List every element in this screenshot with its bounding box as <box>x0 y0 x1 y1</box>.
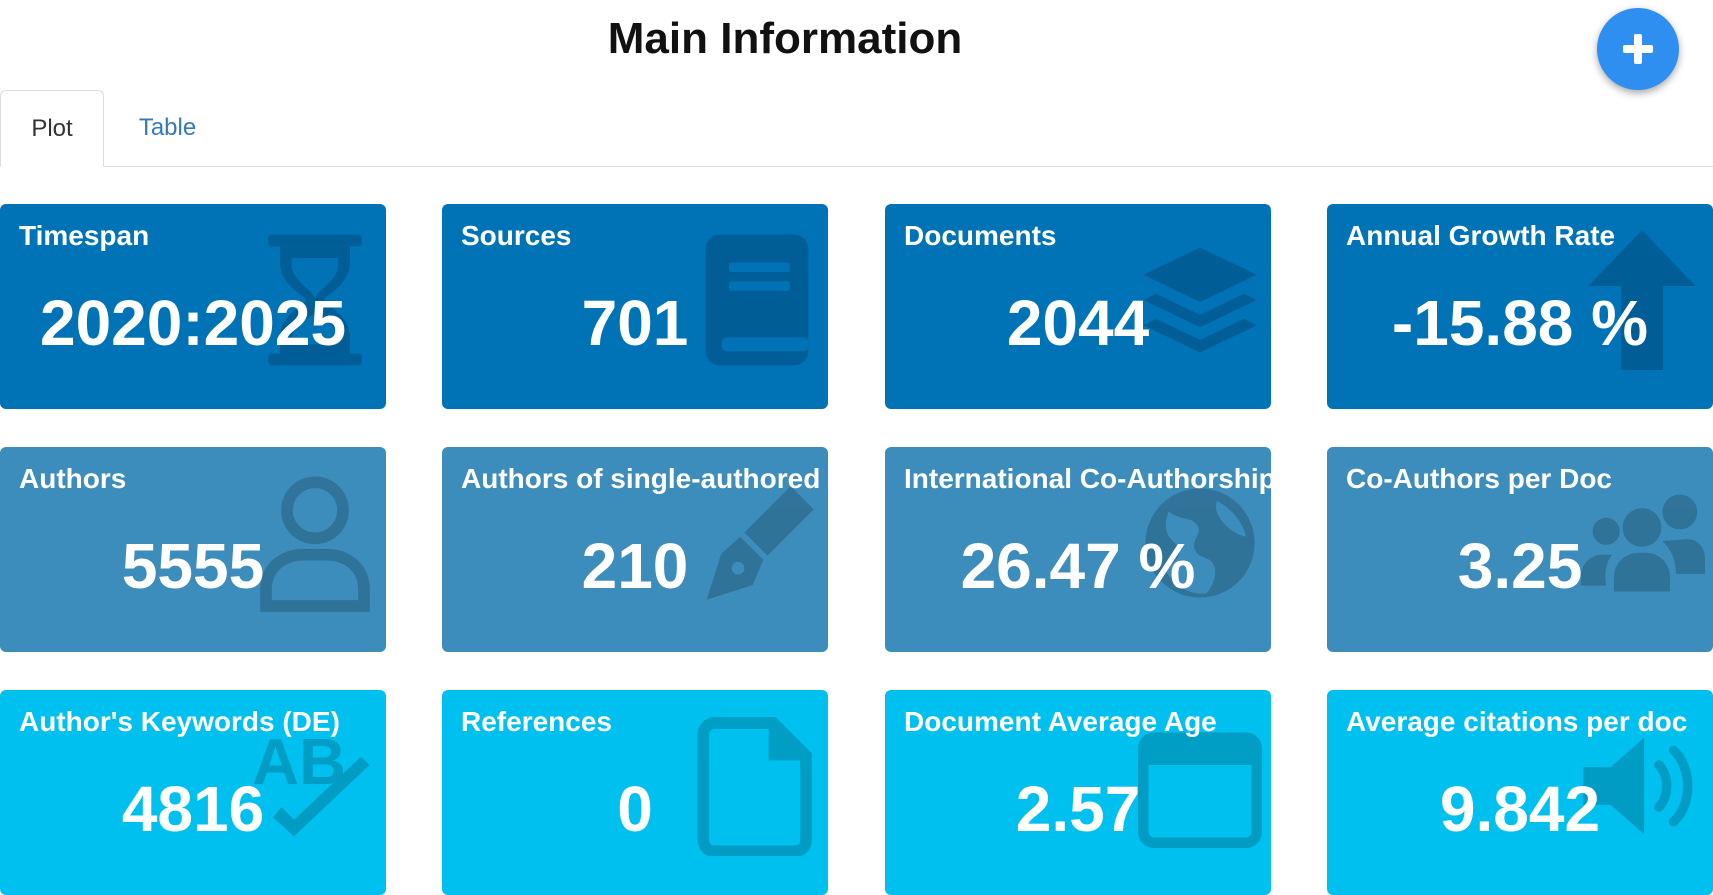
info-box-value: 0 <box>617 773 653 845</box>
info-box-author-keywords: AB Author's Keywords (DE) 4816 <box>0 690 386 895</box>
info-box-authors: Authors 5555 <box>0 447 386 652</box>
info-box-value: -15.88 % <box>1391 287 1649 359</box>
calendar-icon <box>1137 716 1263 856</box>
tab-bar: Plot Table <box>0 90 1713 167</box>
info-box-documents: Documents 2044 <box>885 204 1271 409</box>
info-box-label: Documents <box>904 220 1057 251</box>
tab-table[interactable]: Table <box>138 114 197 141</box>
info-box-label: Annual Growth Rate <box>1346 220 1616 251</box>
info-box-value: 3.25 <box>1457 530 1583 602</box>
info-box-label: Timespan <box>19 220 150 251</box>
svg-text:AB: AB <box>252 725 346 798</box>
info-box-label: Authors <box>19 463 127 494</box>
add-button[interactable] <box>1597 8 1679 90</box>
info-box-value: 210 <box>581 530 689 602</box>
info-box-value: 2020:2025 <box>39 287 347 359</box>
hourglass-icon <box>252 230 378 370</box>
info-box-timespan: Timespan 2020:2025 <box>0 204 386 409</box>
layers-icon <box>1137 230 1263 370</box>
page-title: Main Information <box>607 14 963 63</box>
user-icon <box>252 473 378 613</box>
info-box-label: Authors of single-authored docs <box>461 463 828 494</box>
info-box-value: 9.842 <box>1439 773 1601 845</box>
info-box-label: Author's Keywords (DE) <box>19 706 340 737</box>
info-box-label: International Co-Authorship <box>904 463 1271 494</box>
info-box-coauthors-per-doc: Co-Authors per Doc 3.25 <box>1327 447 1713 652</box>
users-icon <box>1579 473 1705 613</box>
info-box-value: 2.57 <box>1015 773 1141 845</box>
info-box-document-average-age: Document Average Age 2.57 <box>885 690 1271 895</box>
info-box-value: 701 <box>581 287 689 359</box>
plus-icon <box>1623 34 1653 64</box>
info-box-annual-growth-rate: Annual Growth Rate -15.88 % <box>1327 204 1713 409</box>
info-box-value: 2044 <box>1006 287 1150 359</box>
info-box-sources: Sources 701 <box>442 204 828 409</box>
info-box-label: Sources <box>461 220 572 251</box>
info-box-grid: Timespan 2020:2025 Sources 701 Documents… <box>0 204 1713 895</box>
tab-plot[interactable]: Plot <box>0 90 104 167</box>
pen-nib-icon <box>694 473 820 613</box>
info-box-international-coauthorship: International Co-Authorship 26.47 % <box>885 447 1271 652</box>
info-box-single-authored: Authors of single-authored docs 210 <box>442 447 828 652</box>
info-box-value: 5555 <box>121 530 265 602</box>
info-box-average-citations: Average citations per doc 9.842 <box>1327 690 1713 895</box>
info-box-label: References <box>461 706 612 737</box>
info-box-value: 4816 <box>121 773 265 845</box>
file-icon <box>694 716 820 858</box>
globe-icon <box>1137 473 1263 613</box>
info-box-label: Document Average Age <box>904 706 1217 737</box>
book-icon <box>694 230 820 370</box>
arrow-up-icon <box>1579 230 1705 370</box>
info-box-references: References 0 <box>442 690 828 895</box>
info-box-label: Co-Authors per Doc <box>1346 463 1612 494</box>
volume-icon <box>1579 716 1705 856</box>
info-box-label: Average citations per doc <box>1346 706 1688 737</box>
info-box-value: 26.47 % <box>960 530 1196 602</box>
spell-check-icon: AB <box>252 716 378 856</box>
